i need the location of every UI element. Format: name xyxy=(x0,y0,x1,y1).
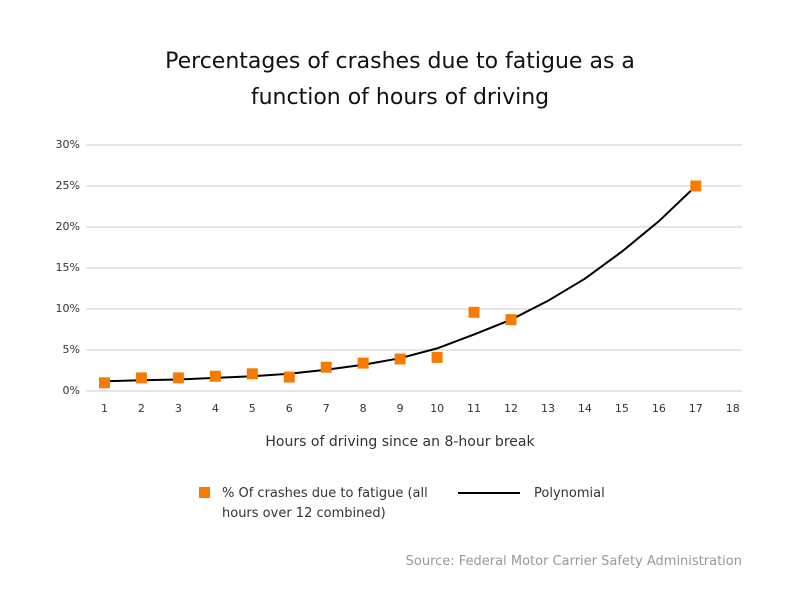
x-tick-label: 7 xyxy=(323,402,330,415)
point xyxy=(283,371,295,383)
chart-title: Percentages of crashes due to fatigue as… xyxy=(165,49,635,110)
point xyxy=(468,306,480,318)
x-tick-label: 9 xyxy=(397,402,404,415)
legend-label: % Of crashes due to fatigue (all hours o… xyxy=(222,486,428,521)
point xyxy=(690,180,702,192)
x-tick-label: 11 xyxy=(467,402,481,415)
x-tick-label: 12 xyxy=(504,402,518,415)
y-tick-label: 5% xyxy=(63,343,80,356)
x-tick-label: 16 xyxy=(652,402,666,415)
point xyxy=(98,377,110,389)
x-tick-label: 1 xyxy=(101,402,108,415)
y-tick-label: 0% xyxy=(63,384,80,397)
x-tick-label: 4 xyxy=(212,402,219,415)
x-tick-label: 2 xyxy=(138,402,145,415)
y-tick-label: 25% xyxy=(56,179,80,192)
point xyxy=(431,351,443,363)
y-tick-label: 20% xyxy=(56,220,80,233)
point xyxy=(172,372,184,384)
x-axis-label: Hours of driving since an 8-hour break xyxy=(265,434,535,450)
point xyxy=(394,353,406,365)
point xyxy=(246,368,258,380)
x-tick-label: 3 xyxy=(175,402,182,415)
x-tick-label: 10 xyxy=(430,402,444,415)
y-tick-label: 30% xyxy=(56,138,80,151)
x-tick-label: 5 xyxy=(249,402,256,415)
x-tick-label: 18 xyxy=(726,402,740,415)
legend-swatch xyxy=(199,487,210,498)
x-tick-label: 8 xyxy=(360,402,367,415)
y-tick-label: 15% xyxy=(56,261,80,274)
point xyxy=(209,370,221,382)
point xyxy=(357,357,369,369)
point xyxy=(320,361,332,373)
x-tick-label: 17 xyxy=(689,402,703,415)
trend-line xyxy=(104,185,697,383)
x-tick-label: 6 xyxy=(286,402,293,415)
point xyxy=(505,314,517,326)
x-tick-label: 15 xyxy=(615,402,629,415)
x-tick-label: 13 xyxy=(541,402,555,415)
legend-label: Polynomial xyxy=(534,486,605,501)
source: Source: Federal Motor Carrier Safety Adm… xyxy=(405,554,742,569)
x-tick-label: 14 xyxy=(578,402,592,415)
y-tick-label: 10% xyxy=(56,302,80,315)
point xyxy=(135,372,147,384)
